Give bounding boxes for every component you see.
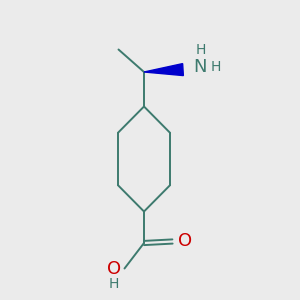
Text: O: O [178, 232, 192, 250]
Polygon shape [144, 64, 183, 76]
Text: H: H [195, 43, 206, 57]
Text: N: N [194, 58, 207, 76]
Text: H: H [211, 60, 221, 74]
Text: H: H [109, 277, 119, 291]
Text: O: O [106, 260, 121, 278]
